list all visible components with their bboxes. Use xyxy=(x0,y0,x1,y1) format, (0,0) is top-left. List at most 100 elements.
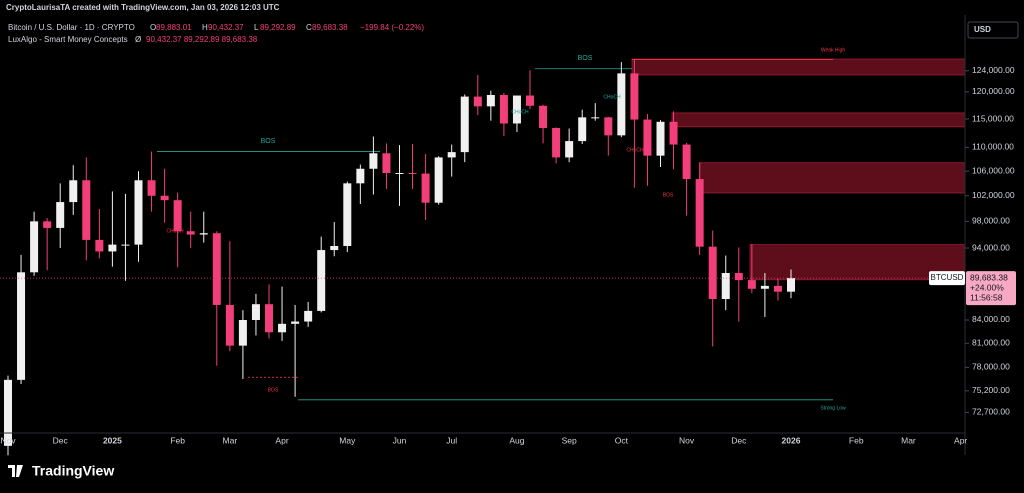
candle-body xyxy=(82,180,91,240)
indicator-symbol: Ø xyxy=(135,35,141,44)
x-tick-label: Sep xyxy=(562,435,577,445)
price-change: +24.00% xyxy=(970,282,1004,292)
candle-body xyxy=(486,94,495,107)
y-tick-label: 120,000.00 xyxy=(972,86,1015,96)
x-tick-label: Apr xyxy=(275,435,288,445)
candle-body xyxy=(251,304,260,320)
candle-body xyxy=(395,172,404,174)
candle-body xyxy=(552,127,561,158)
ohlc-key: O xyxy=(150,23,156,32)
candle-body xyxy=(121,244,130,246)
candle-body xyxy=(343,183,352,246)
candle-body xyxy=(4,379,12,446)
y-tick-label: 124,000.00 xyxy=(972,65,1015,75)
indicator-name: LuxAlgo - Smart Money Concepts xyxy=(8,35,128,44)
candle-body xyxy=(95,239,104,252)
smc-annotation: Strong Low xyxy=(820,405,846,411)
brand-name: TradingView xyxy=(32,463,114,479)
brand-logo: TradingView xyxy=(8,463,114,479)
candle-body xyxy=(408,172,417,174)
candle-body xyxy=(186,231,195,235)
candle-body xyxy=(147,180,156,196)
smc-annotation: CHoCH xyxy=(166,228,184,234)
indicator-values: 90,432.37 89,292.89 89,683.38 xyxy=(146,35,258,44)
ohlc-key: C xyxy=(306,23,312,32)
currency-button[interactable] xyxy=(967,21,1019,39)
candle-body xyxy=(539,105,548,128)
x-tick-label: May xyxy=(339,435,356,445)
x-tick-label: Nov xyxy=(679,435,695,445)
y-tick-label: 81,000.00 xyxy=(972,338,1010,348)
y-tick-label: 72,700.00 xyxy=(972,407,1010,417)
smc-annotation: CHoCH xyxy=(603,94,621,100)
order-block-zone xyxy=(671,112,966,128)
order-block-zone xyxy=(699,162,966,194)
candle-body xyxy=(134,180,143,245)
smc-annotation: BOS xyxy=(578,55,593,62)
candle-body xyxy=(512,95,521,124)
candle-body xyxy=(447,152,456,158)
smc-annotation: BOS xyxy=(261,138,276,145)
candle-body xyxy=(160,195,169,201)
candle-body xyxy=(460,96,469,153)
y-tick-label: 94,000.00 xyxy=(972,242,1010,252)
candle-body xyxy=(760,285,769,289)
candle-body xyxy=(69,180,78,203)
candle-body xyxy=(369,153,378,169)
candle-body xyxy=(382,153,391,173)
y-tick-label: 115,000.00 xyxy=(972,113,1014,123)
candle-body xyxy=(17,272,26,380)
y-tick-label: 102,000.00 xyxy=(972,190,1015,200)
y-tick-label: 110,000.00 xyxy=(972,142,1014,152)
candle-body xyxy=(604,117,613,136)
smc-annotation: CHoCH xyxy=(626,147,644,153)
symbol-title: Bitcoin / U.S. Dollar · 1D · CRYPTO xyxy=(8,23,135,32)
x-tick-label: Dec xyxy=(731,435,747,445)
attribution: CryptoLaurisaTA created with TradingView… xyxy=(6,3,280,12)
candle-body xyxy=(278,323,287,333)
candle-body xyxy=(708,246,717,300)
ohlc-value: 89,292.89 xyxy=(260,23,296,32)
price-box xyxy=(966,271,1016,306)
logo-mark xyxy=(8,465,23,477)
candle-body xyxy=(356,168,365,184)
y-tick-label: 75,200.00 xyxy=(972,385,1010,395)
y-tick-label: 106,000.00 xyxy=(972,165,1015,175)
candle-body xyxy=(747,280,756,289)
candle-body xyxy=(773,285,782,292)
candle-body xyxy=(330,245,339,251)
candle-body xyxy=(304,310,313,322)
candle-body xyxy=(526,95,534,106)
candle-body xyxy=(656,121,665,156)
candle-body xyxy=(630,73,639,120)
currency-label[interactable]: USD xyxy=(974,25,991,34)
candle-body xyxy=(199,233,208,235)
candle-body xyxy=(669,121,678,145)
smc-annotation: CHoCH xyxy=(511,109,529,115)
candle-body xyxy=(238,319,247,346)
order-block-zone xyxy=(631,58,966,76)
x-tick-label: 2025 xyxy=(103,435,122,445)
candle-body xyxy=(643,119,652,156)
ohlc-key: H xyxy=(202,23,208,32)
y-tick-label: 98,000.00 xyxy=(972,216,1010,226)
candle-body xyxy=(499,94,508,124)
x-tick-label: Apr xyxy=(954,435,967,445)
x-tick-label: Nov xyxy=(0,435,16,445)
x-tick-label: 2026 xyxy=(782,435,801,445)
candle-body xyxy=(578,117,587,142)
candle-body xyxy=(317,250,326,311)
candle-body xyxy=(173,200,182,232)
candle-body xyxy=(695,179,704,247)
y-tick-label: 84,000.00 xyxy=(972,314,1010,324)
x-tick-label: Mar xyxy=(223,435,238,445)
candle-body xyxy=(434,157,443,203)
candle-body xyxy=(43,221,52,228)
candle-body xyxy=(56,202,65,228)
x-tick-label: Jul xyxy=(446,435,457,445)
x-tick-label: Dec xyxy=(53,435,69,445)
symbol-tag-bg xyxy=(929,271,965,286)
candle-body xyxy=(591,117,600,119)
ohlc-key: L xyxy=(254,23,259,32)
